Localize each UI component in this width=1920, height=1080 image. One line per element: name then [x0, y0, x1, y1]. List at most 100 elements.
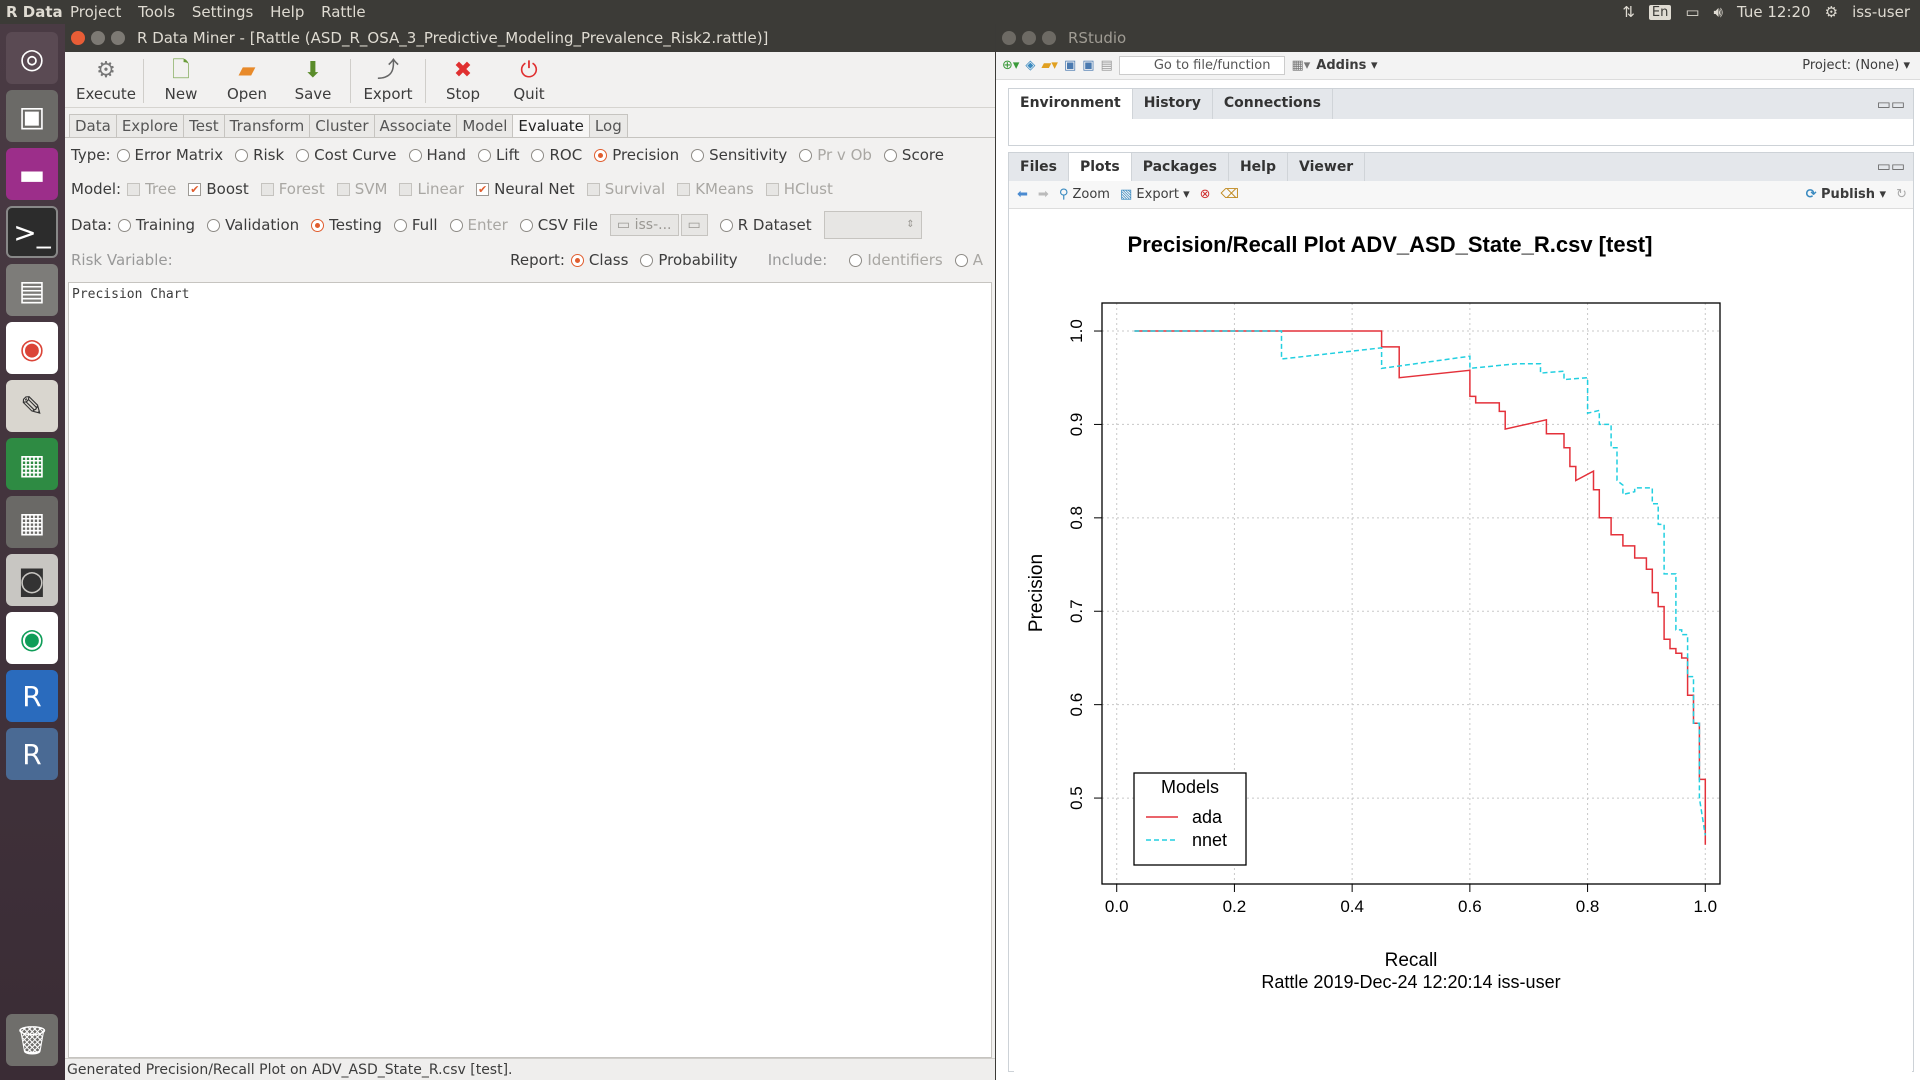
tab-connections[interactable]: Connections [1213, 89, 1333, 119]
open-file-icon[interactable]: ▰▾ [1041, 58, 1058, 73]
pane-restore-icon[interactable]: ▭▭ [1876, 157, 1905, 175]
clock[interactable]: Tue 12:20 [1736, 3, 1811, 21]
back-arrow-icon[interactable]: ⬅ [1017, 187, 1028, 202]
type-roc[interactable]: ROC [531, 146, 582, 164]
execute-button[interactable]: ⚙ Execute [73, 57, 139, 107]
tab-files[interactable]: Files [1009, 153, 1069, 181]
output-textview[interactable]: Precision Chart [68, 282, 992, 1058]
calculator-icon[interactable]: ▦ [6, 496, 58, 548]
radio-selected[interactable] [311, 218, 325, 232]
tab-model[interactable]: Model [456, 114, 514, 137]
data-r-dataset[interactable]: R Dataset [719, 216, 812, 234]
close-icon[interactable] [1002, 31, 1016, 45]
save-icon[interactable]: ▣ [1063, 58, 1077, 73]
gear-icon[interactable]: ⚙ [1824, 3, 1839, 21]
checkbox-checked[interactable]: ✔ [188, 182, 202, 196]
model-neural-net[interactable]: ✔ Neural Net [476, 180, 575, 198]
type-error-matrix[interactable]: Error Matrix [116, 146, 223, 164]
tab-plots[interactable]: Plots [1069, 153, 1132, 181]
open-button[interactable]: ▰ Open [214, 57, 280, 107]
tab-help[interactable]: Help [1229, 153, 1288, 181]
menu-rattle[interactable]: Rattle [321, 3, 366, 21]
quit-button[interactable]: ⏻ Quit [496, 57, 562, 107]
tab-evaluate[interactable]: Evaluate [512, 114, 590, 137]
radio[interactable] [478, 148, 492, 162]
type-hand[interactable]: Hand [408, 146, 466, 164]
ubuntu-dash-icon[interactable]: ◎ [6, 32, 58, 84]
maximize-icon[interactable] [1042, 31, 1056, 45]
remove-plot-icon[interactable]: ⊗ [1199, 187, 1211, 202]
chrome-icon[interactable]: ◉ [6, 322, 58, 374]
radio[interactable] [296, 148, 310, 162]
user-name[interactable]: iss-user [1852, 3, 1910, 21]
tab-viewer[interactable]: Viewer [1288, 153, 1366, 181]
tab-log[interactable]: Log [588, 114, 628, 137]
pane-restore-icon[interactable]: ▭▭ [1876, 95, 1905, 113]
folder-browse-button[interactable]: ▭ [680, 214, 708, 236]
project-menu[interactable]: Project: (None) ▾ [1802, 58, 1910, 73]
menu-project[interactable]: Project [70, 3, 122, 21]
menu-settings[interactable]: Settings [191, 3, 254, 21]
save-button[interactable]: ⬇ Save [280, 57, 346, 107]
model-boost[interactable]: ✔ Boost [188, 180, 249, 198]
type-score[interactable]: Score [883, 146, 944, 164]
data-full[interactable]: Full [393, 216, 438, 234]
tab-data[interactable]: Data [69, 114, 117, 137]
data-training[interactable]: Training [117, 216, 195, 234]
tab-associate[interactable]: Associate [373, 114, 458, 137]
type-lift[interactable]: Lift [478, 146, 519, 164]
data-csv-file[interactable]: CSV File [519, 216, 598, 234]
radio[interactable] [235, 148, 249, 162]
radio[interactable] [519, 218, 533, 232]
tab-environment[interactable]: Environment [1009, 89, 1133, 119]
csv-file-chooser[interactable]: ▭ iss-... [609, 214, 679, 236]
new-project-icon[interactable]: ◈ [1025, 58, 1036, 73]
trash-icon[interactable]: 🗑︎ [6, 1014, 58, 1066]
keyboard-layout[interactable]: En [1648, 4, 1672, 20]
radio[interactable] [408, 148, 422, 162]
radio[interactable] [719, 218, 733, 232]
tab-history[interactable]: History [1133, 89, 1213, 119]
grid-icon[interactable]: ▦▾ [1291, 58, 1311, 73]
radio[interactable] [207, 218, 221, 232]
menu-tools[interactable]: Tools [138, 3, 176, 21]
menu-help[interactable]: Help [270, 3, 305, 21]
print-icon[interactable]: ▤ [1100, 58, 1113, 73]
files-icon[interactable]: ▤ [6, 264, 58, 316]
data-validation[interactable]: Validation [207, 216, 299, 234]
checkbox-checked[interactable]: ✔ [476, 182, 490, 196]
refresh-icon[interactable]: ↻ [1896, 187, 1907, 202]
radio-selected[interactable] [570, 253, 584, 267]
radio[interactable] [883, 148, 897, 162]
tab-explore[interactable]: Explore [115, 114, 185, 137]
spreadsheet-icon[interactable]: ▦ [6, 438, 58, 490]
tab-packages[interactable]: Packages [1132, 153, 1229, 181]
r-dataset-select[interactable]: ⇕ [823, 211, 922, 239]
maximize-icon[interactable] [111, 31, 125, 45]
export-menu[interactable]: ▧ Export ▾ [1119, 187, 1190, 202]
forward-arrow-icon[interactable]: ➡ [1037, 187, 1049, 202]
tab-transform[interactable]: Transform [223, 114, 311, 137]
radio[interactable] [640, 253, 654, 267]
new-file-icon[interactable]: ⊕▾ [1002, 58, 1020, 73]
type-cost-curve[interactable]: Cost Curve [296, 146, 397, 164]
volume-icon[interactable]: 🔊︎ [1713, 3, 1723, 21]
tab-cluster[interactable]: Cluster [309, 114, 375, 137]
type-sensitivity[interactable]: Sensitivity [691, 146, 787, 164]
type-precision[interactable]: Precision [594, 146, 679, 164]
export-button[interactable]: ⤴ Export [355, 57, 421, 107]
zoom-button[interactable]: ⚲ Zoom [1058, 187, 1110, 202]
chrome-icon-2[interactable]: ◉ [6, 612, 58, 664]
terminal-icon[interactable]: >_ [6, 206, 58, 258]
close-icon[interactable] [71, 31, 85, 45]
text-editor-icon[interactable]: ✎ [6, 380, 58, 432]
network-icon[interactable]: ⇅ [1622, 3, 1635, 21]
battery-icon[interactable]: ▭ [1685, 3, 1700, 21]
minimize-icon[interactable] [1022, 31, 1036, 45]
report-class[interactable]: Class [570, 251, 628, 269]
app-icon[interactable]: ▬ [6, 148, 58, 200]
go-to-file-input[interactable]: Go to file/function [1118, 56, 1286, 75]
radio[interactable] [117, 218, 131, 232]
radio-selected[interactable] [594, 148, 608, 162]
radio[interactable] [393, 218, 407, 232]
